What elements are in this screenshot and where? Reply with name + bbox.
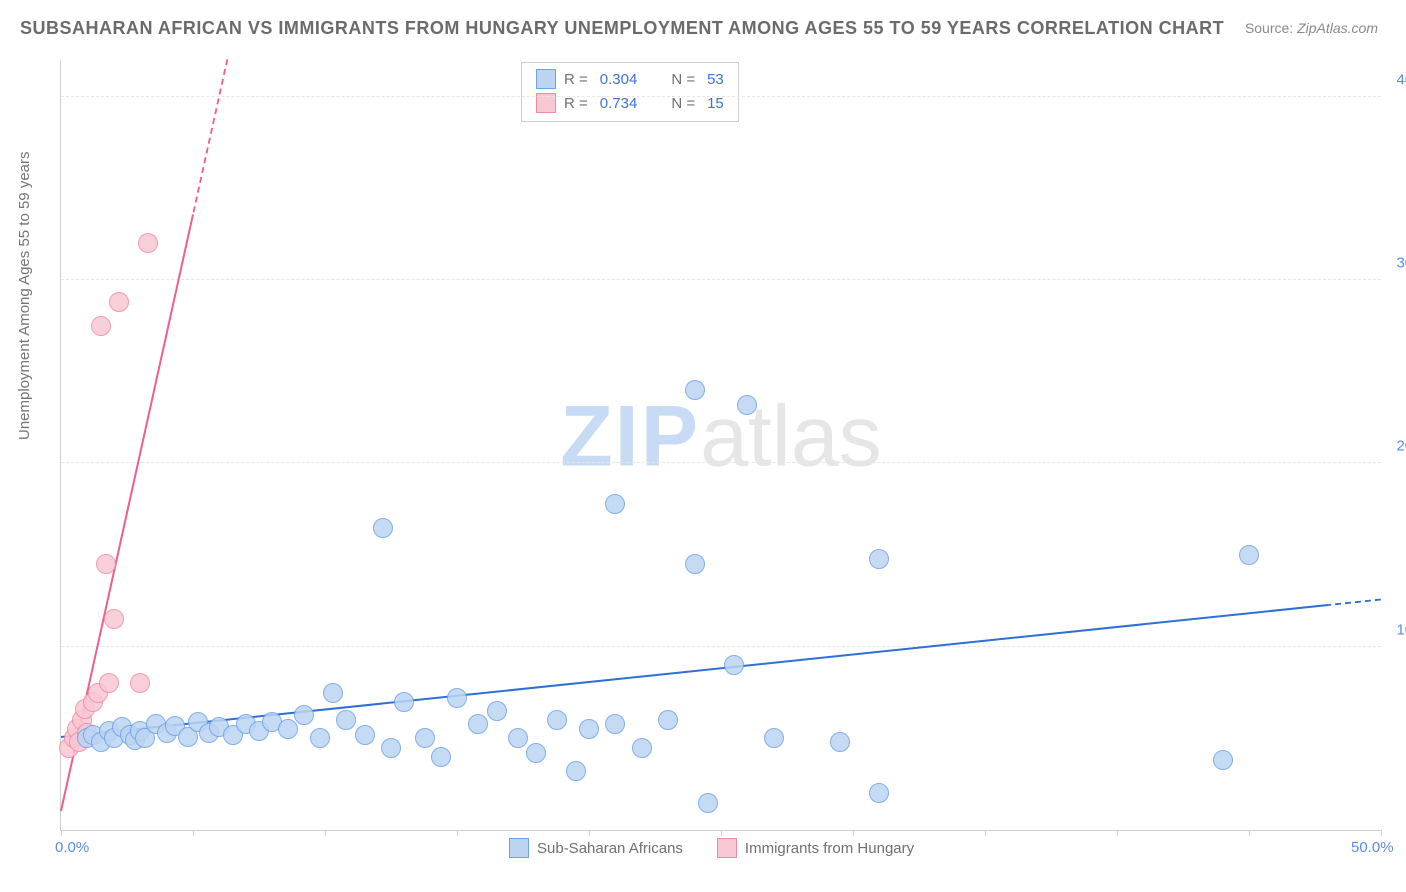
- data-point: [431, 747, 451, 767]
- gridline: [61, 462, 1381, 463]
- data-point: [1213, 750, 1233, 770]
- data-point: [394, 692, 414, 712]
- chart-title: SUBSAHARAN AFRICAN VS IMMIGRANTS FROM HU…: [20, 18, 1224, 39]
- data-point: [632, 738, 652, 758]
- source-label: Source:: [1245, 20, 1293, 36]
- data-point: [737, 395, 757, 415]
- data-point: [415, 728, 435, 748]
- y-axis-label: Unemployment Among Ages 55 to 59 years: [16, 151, 33, 440]
- y-tick-label: 40.0%: [1396, 71, 1406, 88]
- source-value: ZipAtlas.com: [1297, 20, 1378, 36]
- x-tick: [457, 830, 458, 836]
- legend-row: R = 0.304 N = 53: [536, 67, 724, 91]
- legend-swatch: [509, 838, 529, 858]
- source-attribution: Source: ZipAtlas.com: [1245, 20, 1378, 36]
- legend-swatch: [717, 838, 737, 858]
- x-tick-label: 0.0%: [55, 839, 89, 856]
- data-point: [91, 316, 111, 336]
- legend-r-value: 0.734: [600, 95, 638, 112]
- legend-n-value: 53: [707, 71, 724, 88]
- data-point: [724, 655, 744, 675]
- data-point: [104, 609, 124, 629]
- x-tick: [721, 830, 722, 836]
- data-point: [130, 673, 150, 693]
- x-tick: [325, 830, 326, 836]
- legend-swatch: [536, 69, 556, 89]
- data-point: [685, 554, 705, 574]
- data-point: [869, 549, 889, 569]
- legend-series-label: Sub-Saharan Africans: [537, 840, 683, 857]
- y-tick-label: 20.0%: [1396, 438, 1406, 455]
- data-point: [323, 683, 343, 703]
- watermark-zip: ZIP: [560, 389, 700, 485]
- data-point: [96, 554, 116, 574]
- data-point: [336, 710, 356, 730]
- data-point: [658, 710, 678, 730]
- data-point: [355, 725, 375, 745]
- plot-area: ZIPatlas R =0.304N =53R =0.734N =15 Sub-…: [60, 60, 1381, 831]
- data-point: [508, 728, 528, 748]
- data-point: [447, 688, 467, 708]
- data-point: [547, 710, 567, 730]
- gridline: [61, 646, 1381, 647]
- data-point: [830, 732, 850, 752]
- data-point: [1239, 545, 1259, 565]
- data-point: [468, 714, 488, 734]
- data-point: [99, 673, 119, 693]
- data-point: [526, 743, 546, 763]
- watermark-atlas: atlas: [700, 389, 882, 485]
- gridline: [61, 279, 1381, 280]
- legend-series: Sub-Saharan Africans Immigrants from Hung…: [509, 838, 914, 858]
- data-point: [605, 714, 625, 734]
- legend-series-label: Immigrants from Hungary: [745, 840, 914, 857]
- data-point: [138, 233, 158, 253]
- data-point: [764, 728, 784, 748]
- x-tick: [1381, 830, 1382, 836]
- data-point: [579, 719, 599, 739]
- data-point: [685, 380, 705, 400]
- legend-n-label: N =: [671, 71, 695, 88]
- x-tick: [193, 830, 194, 836]
- legend-row: R = 0.734 N = 15: [536, 91, 724, 115]
- data-point: [487, 701, 507, 721]
- data-point: [869, 783, 889, 803]
- legend-n-value: 15: [707, 95, 724, 112]
- x-tick: [1249, 830, 1250, 836]
- data-point: [566, 761, 586, 781]
- x-tick: [853, 830, 854, 836]
- data-point: [373, 518, 393, 538]
- data-point: [278, 719, 298, 739]
- legend-n-label: N =: [671, 95, 695, 112]
- data-point: [698, 793, 718, 813]
- y-tick-label: 30.0%: [1396, 255, 1406, 272]
- x-tick: [1117, 830, 1118, 836]
- gridline: [61, 96, 1381, 97]
- x-tick: [61, 830, 62, 836]
- x-tick: [985, 830, 986, 836]
- data-point: [381, 738, 401, 758]
- legend-r-label: R =: [564, 95, 588, 112]
- data-point: [310, 728, 330, 748]
- watermark: ZIPatlas: [560, 388, 881, 487]
- data-point: [109, 292, 129, 312]
- legend-item: Sub-Saharan Africans: [509, 838, 683, 858]
- legend-item: Immigrants from Hungary: [717, 838, 914, 858]
- x-tick-label: 50.0%: [1351, 839, 1394, 856]
- x-tick: [589, 830, 590, 836]
- legend-r-label: R =: [564, 71, 588, 88]
- data-point: [605, 494, 625, 514]
- data-point: [294, 705, 314, 725]
- legend-correlation: R = 0.304 N = 53 R = 0.734 N = 15: [521, 62, 739, 122]
- y-tick-label: 10.0%: [1396, 621, 1406, 638]
- legend-r-value: 0.304: [600, 71, 638, 88]
